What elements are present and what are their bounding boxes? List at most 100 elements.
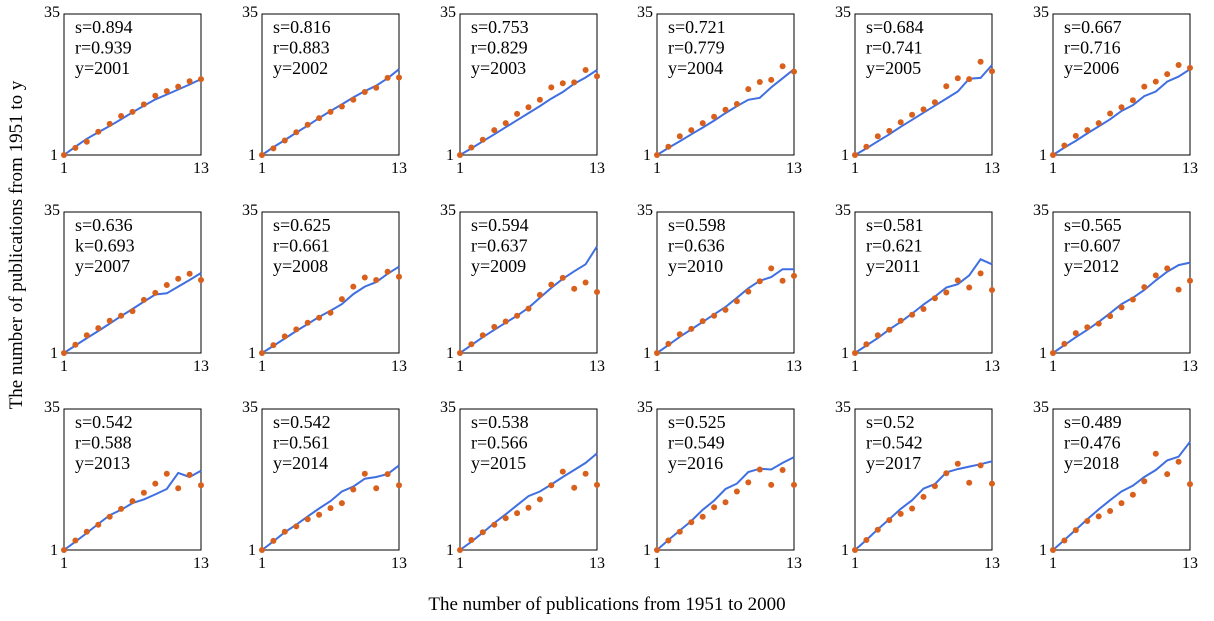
data-point (1164, 471, 1171, 478)
data-point (118, 113, 125, 119)
data-point (559, 274, 566, 281)
data-point (502, 120, 509, 127)
data-point (327, 505, 334, 512)
annotation-line: r=0.621 (866, 236, 923, 256)
data-point (259, 547, 265, 553)
data-point (106, 317, 113, 324)
data-point (886, 517, 893, 524)
data-point (72, 144, 79, 151)
data-point (548, 281, 555, 288)
data-point (163, 470, 170, 477)
data-point (350, 283, 357, 290)
x-tick-label: 13 (193, 358, 209, 375)
data-point (1072, 330, 1079, 337)
x-tick-label: 1 (1049, 358, 1057, 375)
data-point (118, 312, 125, 319)
annotation-line: r=0.566 (471, 433, 528, 453)
annotation-line: y=2011 (866, 256, 920, 276)
data-point (582, 279, 589, 286)
data-point (1187, 277, 1193, 284)
x-tick-label: 1 (1049, 555, 1057, 572)
y-tick-label: 1 (50, 542, 58, 559)
annotation-line: y=2008 (273, 256, 328, 276)
annotation-line: y=2003 (471, 58, 526, 78)
data-point (711, 312, 718, 319)
x-tick-label: 1 (653, 160, 661, 177)
data-point (699, 318, 706, 325)
data-point (175, 275, 182, 282)
annotation-line: r=0.549 (668, 433, 725, 453)
y-tick-label: 1 (643, 147, 651, 164)
data-point (1118, 104, 1125, 111)
x-tick-label: 1 (60, 358, 68, 375)
annotation-line: s=0.894 (75, 17, 133, 37)
data-point (1107, 110, 1114, 117)
y-tick-label: 35 (440, 202, 456, 219)
data-point (384, 471, 391, 478)
annotation-line: y=2001 (75, 58, 130, 78)
data-point (384, 74, 391, 81)
y-tick-label: 35 (835, 399, 851, 416)
data-point (756, 466, 763, 473)
data-point (396, 482, 402, 489)
data-point (863, 143, 870, 150)
axes-frame (1052, 13, 1191, 156)
data-point (106, 513, 113, 520)
data-point (1084, 518, 1091, 524)
data-point (270, 145, 277, 152)
data-point (479, 332, 486, 339)
model-line (1052, 68, 1191, 156)
data-point (733, 298, 740, 305)
axes-frame (63, 408, 202, 551)
data-point (338, 500, 345, 507)
data-point (536, 496, 543, 503)
data-point (931, 99, 938, 106)
data-point (118, 505, 125, 512)
y-axis-title: The number of publications from 1951 to … (6, 80, 27, 410)
model-line (1052, 261, 1191, 354)
data-point (954, 277, 961, 284)
data-point (61, 152, 67, 158)
data-point (1175, 62, 1182, 68)
data-point (1095, 513, 1102, 520)
data-point (571, 285, 578, 292)
data-point (989, 287, 995, 293)
y-tick-label: 1 (248, 542, 256, 559)
data-point (571, 79, 578, 86)
data-point (791, 272, 797, 279)
data-point (259, 350, 265, 356)
data-point (514, 110, 521, 117)
annotation-line: s=0.52 (866, 412, 915, 432)
data-point (676, 528, 683, 535)
x-tick-label: 1 (456, 555, 464, 572)
y-tick-label: 1 (50, 147, 58, 164)
y-tick-label: 35 (637, 399, 653, 416)
data-point (548, 84, 555, 91)
data-point (745, 288, 752, 295)
data-point (897, 510, 904, 517)
data-point (665, 143, 672, 150)
data-point (72, 341, 79, 348)
data-point (966, 76, 973, 83)
annotation-line: s=0.636 (75, 215, 133, 235)
data-point (384, 268, 391, 275)
data-point (676, 133, 683, 140)
annotation-line: s=0.489 (1064, 412, 1122, 432)
model-line (854, 460, 993, 551)
data-point (270, 342, 277, 349)
data-point (791, 68, 797, 75)
annotation-line: s=0.816 (273, 17, 331, 37)
data-point (1129, 97, 1136, 104)
data-point (316, 511, 323, 518)
x-tick-label: 1 (456, 160, 464, 177)
data-point (977, 58, 984, 65)
data-point (1118, 304, 1125, 311)
data-point (198, 277, 204, 283)
data-point (293, 326, 300, 333)
data-point (373, 485, 380, 492)
data-point (259, 152, 265, 158)
data-point (756, 79, 763, 85)
